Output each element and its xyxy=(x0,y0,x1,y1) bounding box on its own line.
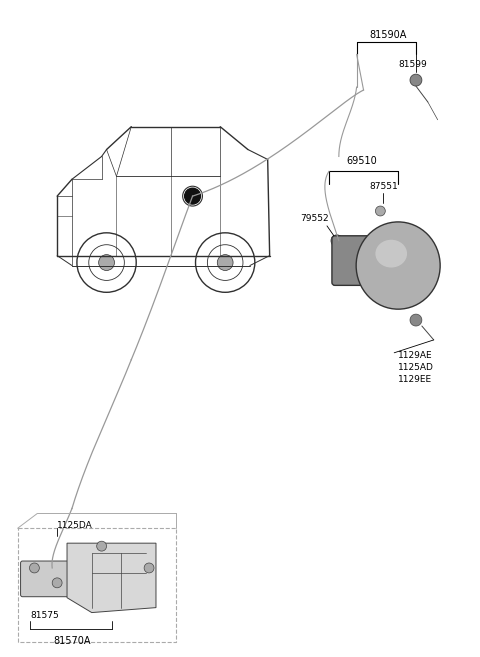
Text: 79552: 79552 xyxy=(300,214,328,223)
Circle shape xyxy=(29,563,39,573)
Text: 81599: 81599 xyxy=(398,60,427,69)
Circle shape xyxy=(99,255,114,271)
Text: 69510: 69510 xyxy=(346,156,377,166)
Circle shape xyxy=(375,206,385,216)
Ellipse shape xyxy=(356,222,440,309)
Text: 87551: 87551 xyxy=(369,182,398,191)
Text: 1125AD: 1125AD xyxy=(398,363,434,372)
Circle shape xyxy=(410,74,422,86)
Text: 81575: 81575 xyxy=(30,611,59,620)
Circle shape xyxy=(331,235,343,246)
Text: 1125DA: 1125DA xyxy=(57,521,93,530)
FancyBboxPatch shape xyxy=(21,561,72,597)
Polygon shape xyxy=(67,543,156,612)
Text: 81590A: 81590A xyxy=(370,30,407,39)
Circle shape xyxy=(185,188,201,204)
Circle shape xyxy=(144,563,154,573)
Text: 1129EE: 1129EE xyxy=(398,375,432,384)
Circle shape xyxy=(410,314,422,326)
Circle shape xyxy=(96,541,107,551)
Circle shape xyxy=(217,255,233,271)
Circle shape xyxy=(52,578,62,588)
Text: 1129AE: 1129AE xyxy=(398,351,433,360)
FancyBboxPatch shape xyxy=(332,236,373,285)
Text: 81570A: 81570A xyxy=(53,637,91,646)
Ellipse shape xyxy=(375,240,407,267)
